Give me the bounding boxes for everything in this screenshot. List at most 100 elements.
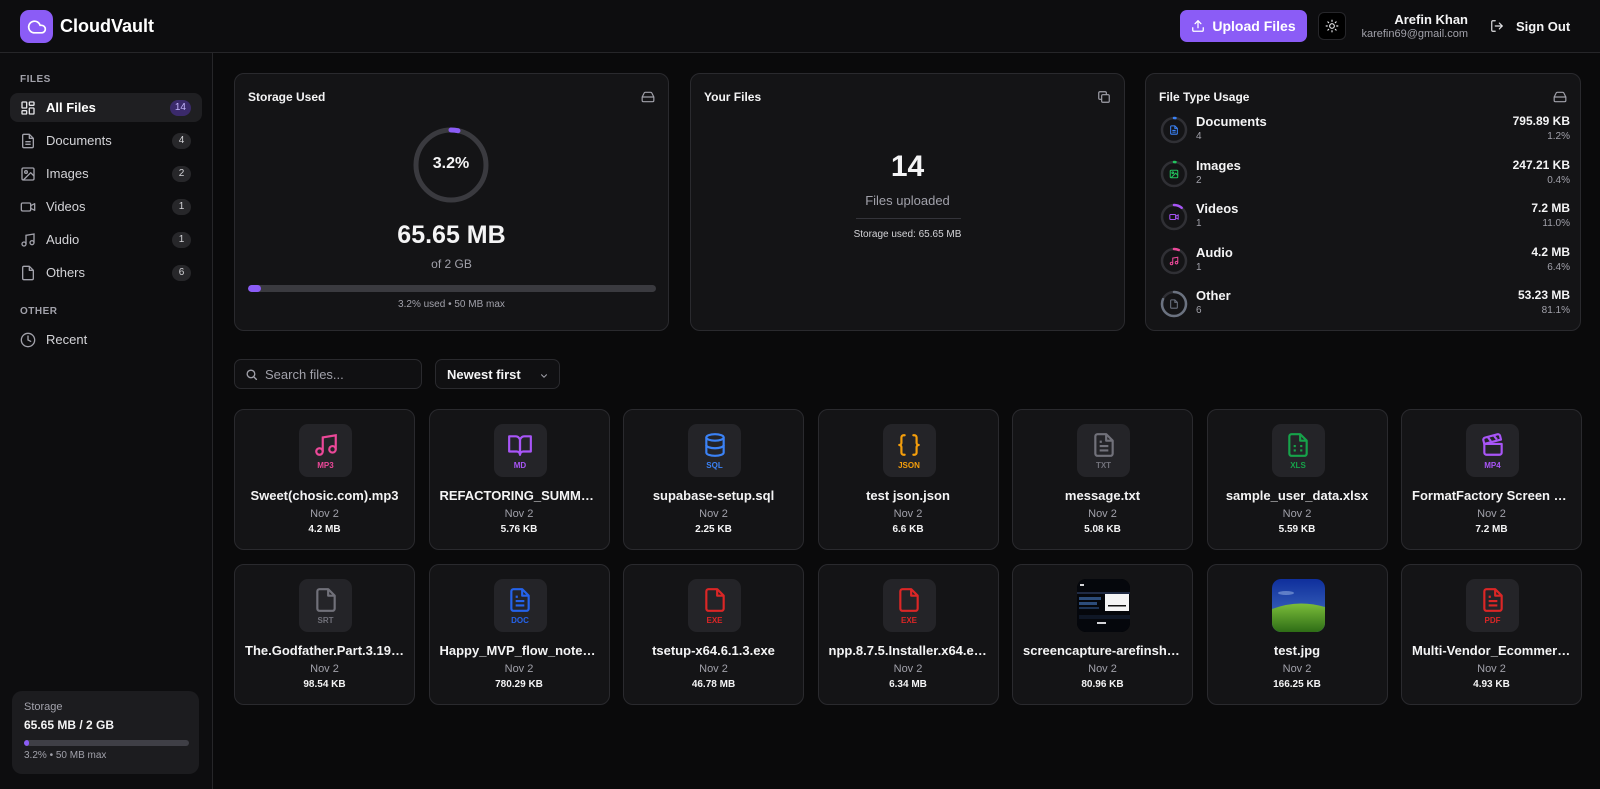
file-type-count: 1 [1196, 261, 1202, 273]
file-extension: MP4 [1484, 460, 1501, 470]
file-card[interactable]: screencapture-arefinshowcase.png Nov 2 8… [1012, 564, 1193, 705]
other-section-heading: OTHER [20, 306, 58, 317]
upload-icon [1192, 20, 1205, 32]
file-type-row-other: Other 6 53.23 MB 81.1% [1160, 288, 1570, 324]
search-input[interactable] [265, 360, 415, 388]
hard-drive-icon [641, 90, 655, 109]
sidebar-item-all-files[interactable]: All Files 14 [10, 93, 202, 122]
sidebar-storage-note: 3.2% • 50 MB max [24, 750, 107, 761]
files-storage-note: Storage used: 65.65 MB [853, 229, 962, 240]
file-type-percent: 11.0% [1542, 218, 1570, 229]
file-date: Nov 2 [1088, 663, 1117, 675]
sidebar-item-label: Images [46, 166, 89, 181]
sidebar-item-recent[interactable]: Recent [10, 325, 202, 354]
sidebar-item-count: 4 [172, 132, 191, 149]
file-date: Nov 2 [504, 508, 534, 520]
file-name: sample_user_data.xlsx [1225, 488, 1369, 503]
file-name: screencapture-arefinshowcase.png [1023, 643, 1182, 658]
file-name: test json.json [866, 488, 950, 503]
file-extension: EXE [900, 615, 917, 625]
file-card[interactable]: test.jpg Nov 2 166.25 KB [1206, 564, 1388, 705]
music-icon: MP3 [299, 424, 352, 477]
file-name: Sweet(chosic.com).mp3 [250, 488, 399, 503]
file-size: 4.93 KB [1473, 679, 1510, 690]
files-count: 14 [890, 150, 925, 183]
file-type-percent: 81.1% [1541, 305, 1570, 316]
file-date: Nov 2 [310, 663, 339, 675]
upload-files-button[interactable]: Upload Files [1180, 10, 1307, 42]
file-name: FormatFactory Screen Record.mp4 [1412, 488, 1571, 503]
sidebar-item-images[interactable]: Images 2 [10, 159, 202, 188]
theme-toggle-button[interactable] [1318, 12, 1346, 40]
storage-used-value: 65.65 MB [397, 221, 506, 249]
sidebar-item-count: 1 [172, 231, 191, 248]
file-type-size: 7.2 MB [1531, 201, 1570, 215]
video-icon [20, 201, 36, 212]
card-title: Storage Used [248, 90, 326, 104]
file-card[interactable]: MP3 Sweet(chosic.com).mp3 Nov 2 4.2 MB [234, 409, 415, 550]
copy-icon [1097, 90, 1111, 109]
file-extension: SRT [317, 615, 334, 625]
file-type-ring [1160, 290, 1188, 318]
file-name: REFACTORING_SUMMARY.md [439, 488, 599, 503]
storage-used-card: Storage Used 3.2% 65.65 MB of 2 GB 3.2% … [234, 73, 669, 331]
sidebar-item-audio[interactable]: Audio 1 [10, 225, 202, 254]
file-card[interactable]: XLS sample_user_data.xlsx Nov 2 5.59 KB [1206, 409, 1388, 550]
file-type-row-videos: Videos 1 7.2 MB 11.0% [1160, 201, 1570, 237]
file-type-ring [1160, 203, 1188, 231]
book-icon: MD [493, 424, 547, 477]
file-card[interactable]: MP4 FormatFactory Screen Record.mp4 Nov … [1401, 409, 1582, 550]
sidebar-item-videos[interactable]: Videos 1 [10, 192, 202, 221]
file-card[interactable]: PDF Multi-Vendor_Ecommerce.pdf Nov 2 4.9… [1401, 564, 1582, 705]
sign-out-button[interactable]: Sign Out [1490, 14, 1570, 38]
sort-select[interactable]: Newest first [435, 359, 560, 389]
file-type-usage-card: File Type Usage Documents 4 795.89 KB 1.… [1145, 73, 1581, 331]
user-name: Arefin Khan [1394, 12, 1468, 27]
file-date: Nov 2 [893, 663, 923, 675]
file-type-size: 795.89 KB [1512, 114, 1570, 128]
file-card[interactable]: SRT The.Godfather.Part.3.1990.srt Nov 2 … [234, 564, 415, 705]
image-icon [21, 166, 35, 181]
file-card[interactable]: MD REFACTORING_SUMMARY.md Nov 2 5.76 KB [428, 409, 610, 550]
sidebar-item-documents[interactable]: Documents 4 [10, 126, 202, 155]
file-date: Nov 2 [1088, 508, 1117, 520]
file-type-row-documents: Documents 4 795.89 KB 1.2% [1160, 114, 1570, 150]
file-icon [1169, 299, 1179, 309]
database-icon: SQL [688, 424, 741, 477]
sidebar-item-others[interactable]: Others 6 [10, 258, 202, 287]
file-card[interactable]: TXT message.txt Nov 2 5.08 KB [1012, 409, 1193, 550]
sidebar-item-count: 14 [169, 99, 191, 116]
file-icon: SRT [299, 579, 352, 632]
storage-ring-arc [413, 127, 489, 203]
file-card[interactable]: DOC Happy_MVP_flow_notes.doc Nov 2 780.2… [428, 564, 610, 705]
sidebar-storage-label: Storage [24, 701, 63, 713]
search-box [234, 359, 422, 389]
file-date: Nov 2 [1477, 508, 1506, 520]
file-extension: JSON [898, 460, 920, 470]
file-card[interactable]: JSON test json.json Nov 2 6.6 KB [817, 409, 999, 550]
text-file-icon: PDF [1466, 579, 1519, 632]
cloud-logo-icon[interactable] [20, 10, 53, 43]
file-type-name: Audio [1196, 244, 1233, 260]
file-card[interactable]: EXE npp.8.7.5.Installer.x64.exe Nov 2 6.… [817, 564, 999, 705]
sidebar-item-count: 2 [172, 165, 191, 182]
sidebar-item-label: All Files [46, 100, 96, 115]
file-name: Happy_MVP_flow_notes.doc [439, 643, 599, 658]
file-type-row-audio: Audio 1 4.2 MB 6.4% [1160, 245, 1570, 281]
storage-percent: 3.2% [432, 155, 470, 172]
sidebar-storage-bar [24, 740, 189, 746]
clock-icon [20, 332, 36, 347]
file-icon: EXE [882, 579, 936, 632]
file-extension: MD [513, 460, 527, 470]
files-section-heading: FILES [20, 74, 51, 85]
chevron-down-icon [540, 374, 548, 378]
file-card[interactable]: EXE tsetup-x64.6.1.3.exe Nov 2 46.78 MB [623, 564, 804, 705]
file-card[interactable]: SQL supabase-setup.sql Nov 2 2.25 KB [623, 409, 804, 550]
file-size: 166.25 KB [1273, 679, 1321, 690]
hard-drive-icon [1553, 90, 1567, 109]
file-size: 5.08 KB [1084, 524, 1121, 535]
file-size: 2.25 KB [695, 524, 732, 535]
file-type-name: Documents [1196, 114, 1267, 129]
card-title: File Type Usage [1159, 90, 1250, 104]
file-type-percent: 0.4% [1547, 174, 1570, 186]
